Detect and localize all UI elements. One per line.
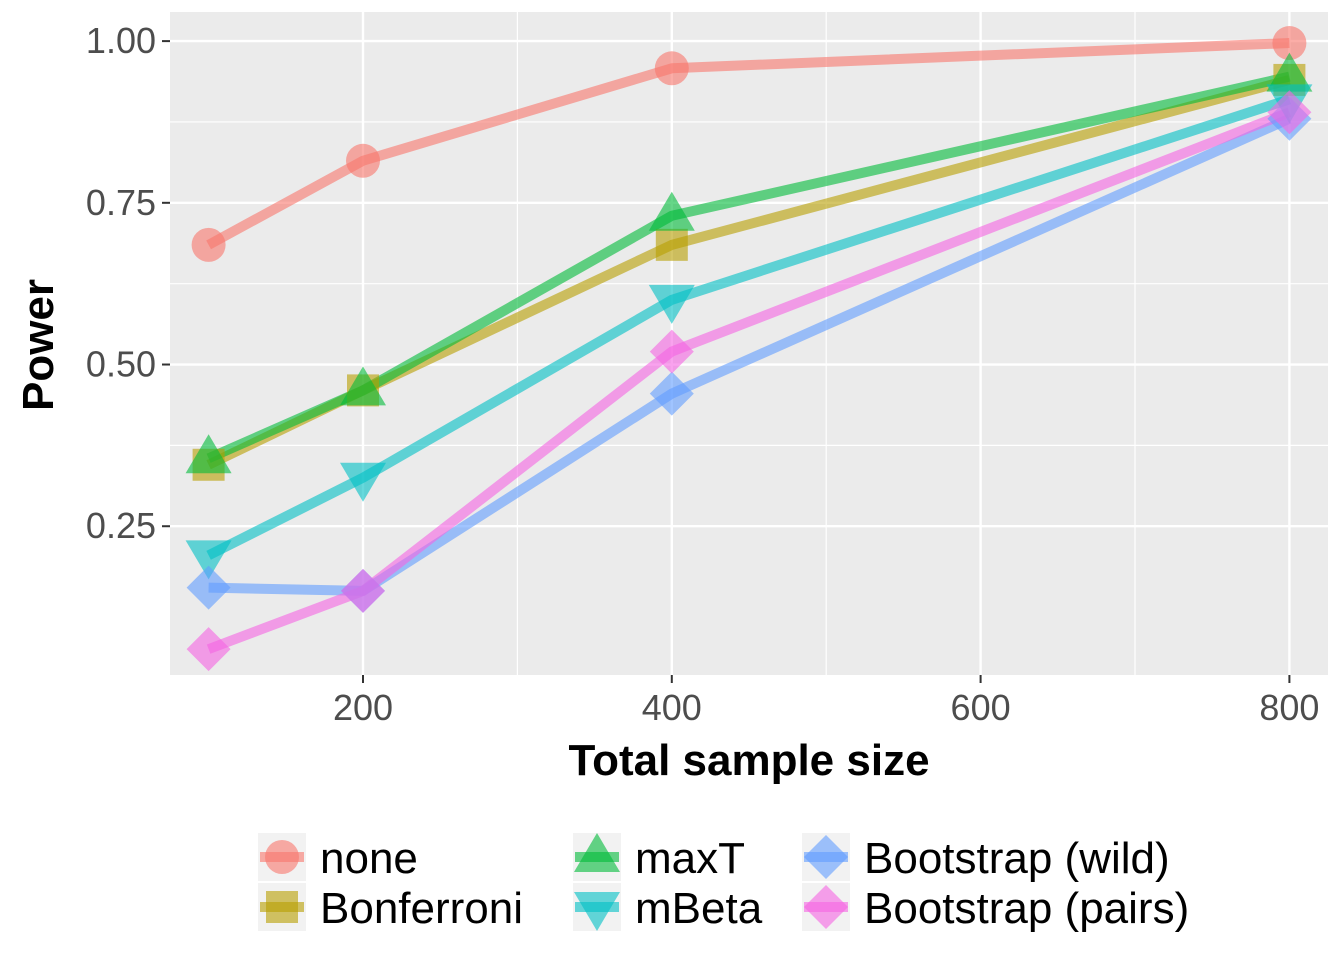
data-point — [1266, 52, 1313, 92]
data-point — [648, 191, 695, 231]
y-tick-label: 0.75 — [86, 182, 156, 223]
data-point — [1267, 90, 1312, 135]
data-point — [648, 284, 695, 324]
data-point — [346, 143, 380, 178]
legend-key-marker — [804, 885, 848, 929]
y-tick-label: 0.50 — [86, 344, 156, 385]
data-point — [186, 565, 231, 610]
major-gridlines — [170, 12, 1328, 675]
y-tick-label: 1.00 — [86, 20, 156, 61]
legend-key-marker — [804, 835, 848, 879]
legend-label: mBeta — [635, 884, 763, 933]
legend-label: Bootstrap (pairs) — [864, 884, 1189, 933]
legend-label: Bootstrap (wild) — [864, 834, 1170, 883]
data-point — [340, 462, 386, 502]
series-line — [206, 71, 1291, 463]
data-point — [341, 568, 385, 613]
data-point — [655, 228, 688, 261]
data-point — [185, 434, 232, 474]
series-line — [206, 107, 1292, 654]
y-axis-title: Power — [14, 279, 63, 411]
x-axis-title: Total sample size — [568, 736, 929, 785]
x-tick-label: 200 — [333, 687, 393, 728]
legend-key-marker — [265, 840, 299, 874]
series-line — [206, 38, 1290, 250]
data-point — [649, 329, 694, 374]
series-line — [206, 94, 1291, 560]
data-point — [340, 366, 386, 406]
series-markers — [185, 26, 1313, 672]
data-point — [191, 227, 226, 262]
legend-key-marker — [266, 891, 298, 923]
x-tick-label: 400 — [642, 687, 702, 728]
y-axis: 0.25 0.50 0.75 1.00 — [86, 20, 170, 546]
series-line — [208, 114, 1292, 596]
legend-key-marker — [574, 892, 620, 931]
legend-label: maxT — [635, 834, 745, 883]
data-point — [649, 371, 694, 416]
series-lines — [206, 38, 1292, 654]
y-tick-label: 0.25 — [86, 505, 156, 546]
data-point — [1272, 26, 1307, 61]
x-tick-label: 600 — [951, 687, 1011, 728]
legend-label: none — [320, 834, 418, 883]
data-point — [186, 627, 231, 672]
data-point — [185, 540, 232, 580]
legend-key-marker — [574, 833, 620, 872]
x-tick-label: 800 — [1259, 687, 1319, 728]
legend-label: Bonferroni — [320, 884, 523, 933]
x-axis: 200 400 600 800 — [333, 675, 1319, 728]
data-point — [654, 51, 689, 86]
